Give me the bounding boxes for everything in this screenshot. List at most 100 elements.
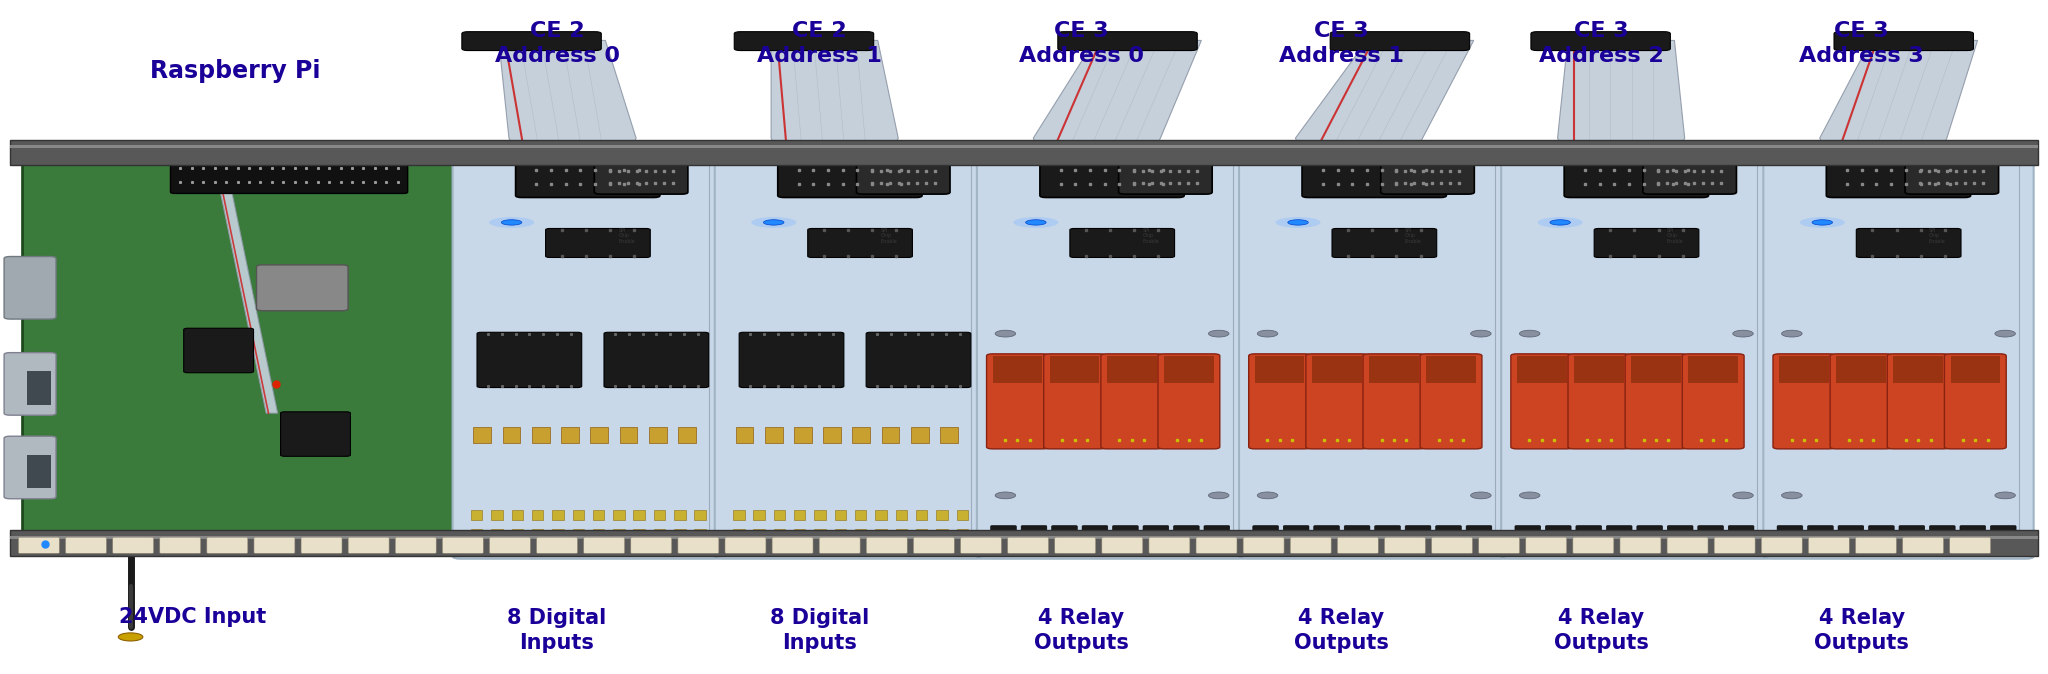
Text: SPI
Chip
Enable: SPI Chip Enable xyxy=(1405,228,1421,244)
FancyBboxPatch shape xyxy=(1831,354,1892,449)
FancyBboxPatch shape xyxy=(1331,32,1470,51)
FancyBboxPatch shape xyxy=(1405,542,1432,553)
Text: SPI
Chip
Enable: SPI Chip Enable xyxy=(881,228,897,244)
Ellipse shape xyxy=(1995,330,2015,337)
Bar xyxy=(573,510,584,520)
FancyBboxPatch shape xyxy=(1960,542,1987,553)
FancyBboxPatch shape xyxy=(1249,354,1311,449)
FancyBboxPatch shape xyxy=(1546,526,1571,540)
FancyBboxPatch shape xyxy=(516,156,659,197)
FancyBboxPatch shape xyxy=(1290,537,1331,553)
FancyBboxPatch shape xyxy=(1284,526,1309,540)
Text: 8 Digital
Inputs: 8 Digital Inputs xyxy=(508,608,606,652)
Bar xyxy=(895,510,907,520)
FancyBboxPatch shape xyxy=(1432,537,1473,553)
Bar xyxy=(10,140,2038,165)
Text: CE 3
Address 0: CE 3 Address 0 xyxy=(1018,22,1145,66)
FancyBboxPatch shape xyxy=(1774,354,1835,449)
FancyBboxPatch shape xyxy=(1808,542,1833,553)
Bar xyxy=(815,510,825,520)
FancyBboxPatch shape xyxy=(635,541,657,553)
FancyBboxPatch shape xyxy=(684,541,705,553)
FancyBboxPatch shape xyxy=(1436,526,1462,540)
FancyBboxPatch shape xyxy=(1667,537,1708,553)
Ellipse shape xyxy=(1257,330,1278,337)
FancyBboxPatch shape xyxy=(1436,542,1462,553)
FancyBboxPatch shape xyxy=(113,537,154,553)
FancyBboxPatch shape xyxy=(467,541,487,553)
FancyBboxPatch shape xyxy=(1051,526,1077,540)
Ellipse shape xyxy=(1026,220,1047,225)
FancyBboxPatch shape xyxy=(1729,542,1753,553)
Text: SPI
Chip
Enable: SPI Chip Enable xyxy=(1929,228,1946,244)
Bar xyxy=(836,510,846,520)
FancyBboxPatch shape xyxy=(1642,160,1737,194)
FancyBboxPatch shape xyxy=(492,541,512,553)
FancyBboxPatch shape xyxy=(1112,542,1139,553)
FancyBboxPatch shape xyxy=(1667,526,1694,540)
Text: 4 Relay
Outputs: 4 Relay Outputs xyxy=(1815,608,1909,652)
FancyBboxPatch shape xyxy=(1204,542,1229,553)
FancyBboxPatch shape xyxy=(1698,542,1724,553)
FancyBboxPatch shape xyxy=(1855,537,1896,553)
Bar xyxy=(612,529,625,539)
FancyBboxPatch shape xyxy=(1313,526,1339,540)
FancyBboxPatch shape xyxy=(348,537,389,553)
Bar xyxy=(674,510,686,520)
FancyBboxPatch shape xyxy=(1501,149,1772,559)
FancyBboxPatch shape xyxy=(725,537,766,553)
Text: CE 3
Address 2: CE 3 Address 2 xyxy=(1540,22,1663,66)
Bar xyxy=(492,510,502,520)
FancyBboxPatch shape xyxy=(778,156,922,197)
Bar xyxy=(1837,356,1886,383)
Bar xyxy=(1425,356,1477,383)
FancyBboxPatch shape xyxy=(897,541,920,553)
FancyBboxPatch shape xyxy=(1888,354,1950,449)
FancyBboxPatch shape xyxy=(659,541,682,553)
Bar xyxy=(592,510,604,520)
FancyBboxPatch shape xyxy=(735,32,874,51)
FancyBboxPatch shape xyxy=(1636,526,1663,540)
FancyBboxPatch shape xyxy=(1808,526,1833,540)
FancyBboxPatch shape xyxy=(610,541,633,553)
FancyBboxPatch shape xyxy=(4,257,55,319)
Ellipse shape xyxy=(1520,492,1540,499)
Ellipse shape xyxy=(119,633,143,641)
FancyBboxPatch shape xyxy=(453,149,723,559)
Bar xyxy=(836,529,846,539)
Text: CE 2
Address 1: CE 2 Address 1 xyxy=(758,22,881,66)
FancyBboxPatch shape xyxy=(1243,537,1284,553)
FancyBboxPatch shape xyxy=(489,537,530,553)
Polygon shape xyxy=(500,40,637,158)
Bar xyxy=(915,510,928,520)
FancyBboxPatch shape xyxy=(1059,32,1198,51)
Bar xyxy=(895,529,907,539)
FancyBboxPatch shape xyxy=(1343,526,1370,540)
FancyBboxPatch shape xyxy=(1343,542,1370,553)
FancyBboxPatch shape xyxy=(1384,537,1425,553)
FancyBboxPatch shape xyxy=(1044,354,1106,449)
Bar xyxy=(1163,356,1214,383)
Bar xyxy=(512,510,522,520)
Bar xyxy=(1780,356,1829,383)
FancyBboxPatch shape xyxy=(1303,156,1446,197)
FancyBboxPatch shape xyxy=(1008,537,1049,553)
Bar xyxy=(612,510,625,520)
Bar xyxy=(10,530,2038,556)
FancyBboxPatch shape xyxy=(1827,156,1970,197)
Bar xyxy=(678,427,696,443)
Ellipse shape xyxy=(995,492,1016,499)
FancyBboxPatch shape xyxy=(1761,537,1802,553)
FancyBboxPatch shape xyxy=(1051,542,1077,553)
FancyBboxPatch shape xyxy=(1055,537,1096,553)
FancyBboxPatch shape xyxy=(1593,228,1700,257)
FancyBboxPatch shape xyxy=(1143,526,1169,540)
Bar xyxy=(993,356,1042,383)
FancyBboxPatch shape xyxy=(1516,542,1540,553)
Text: CE 3
Address 3: CE 3 Address 3 xyxy=(1800,22,1923,66)
FancyBboxPatch shape xyxy=(1174,542,1200,553)
FancyBboxPatch shape xyxy=(1380,160,1475,194)
FancyBboxPatch shape xyxy=(207,537,248,553)
FancyBboxPatch shape xyxy=(987,354,1049,449)
FancyBboxPatch shape xyxy=(1636,542,1663,553)
